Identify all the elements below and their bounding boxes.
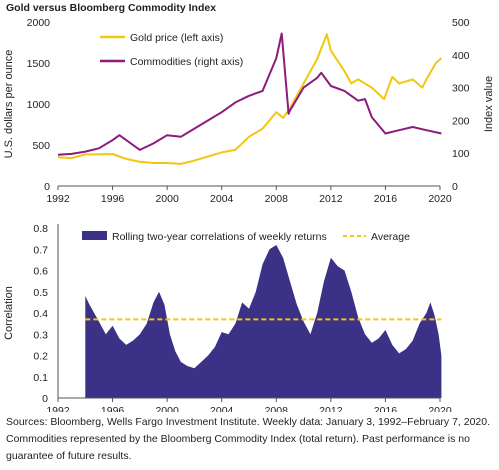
bottom-y-tick-label: 0.7 bbox=[33, 244, 48, 256]
top-x-tick-label: 2016 bbox=[374, 193, 398, 205]
bottom-y-tick-label: 0.4 bbox=[33, 308, 48, 320]
top-left-tick-label: 1500 bbox=[27, 58, 51, 70]
gold-price-line bbox=[57, 33, 443, 165]
bottom-y-tick-label: 0.6 bbox=[33, 266, 48, 278]
bottom-y-tick-label: 0.2 bbox=[33, 351, 48, 363]
bottom-x-tick-label: 1992 bbox=[46, 405, 70, 412]
legend-label: Gold price (left axis) bbox=[130, 32, 223, 44]
top-left-axis-label: U.S. dollars per ounce bbox=[3, 50, 15, 159]
top-right-tick-label: 400 bbox=[452, 50, 470, 62]
bottom-y-tick-label: 0.1 bbox=[33, 372, 48, 384]
bottom-x-tick-label: 2004 bbox=[210, 405, 234, 412]
bottom-x-tick-label: 1996 bbox=[101, 405, 125, 412]
bottom-y-tick-label: 0.8 bbox=[33, 223, 48, 235]
footnote-line-2: Commodities represented by the Bloomberg… bbox=[6, 433, 470, 445]
top-x-tick-label: 2000 bbox=[155, 193, 179, 205]
footnote: Sources: Bloomberg, Wells Fargo Investme… bbox=[6, 414, 494, 465]
top-x-tick-label: 2008 bbox=[265, 193, 289, 205]
commodities-line bbox=[57, 32, 442, 156]
chart-title: Gold versus Bloomberg Commodity Index bbox=[6, 2, 217, 14]
top-chart: 1992 1996 2000 2004 2008 2012 2016 202005001000… bbox=[3, 17, 495, 205]
top-left-tick-label: 0 bbox=[44, 181, 50, 193]
top-left-tick-label: 1000 bbox=[27, 99, 51, 111]
top-left-tick-label: 500 bbox=[32, 140, 50, 152]
legend-label: Commodities (right axis) bbox=[130, 56, 243, 68]
bottom-y-tick-label: 0.5 bbox=[33, 287, 48, 299]
bottom-y-tick-label: 0 bbox=[42, 393, 48, 405]
bottom-x-tick-label: 2008 bbox=[265, 405, 289, 412]
legend-label: Average bbox=[371, 231, 410, 243]
top-right-tick-label: 0 bbox=[452, 181, 458, 193]
footnote-line-3: guarantee of future results. bbox=[6, 450, 132, 462]
top-left-tick-label: 2000 bbox=[27, 17, 51, 29]
bottom-x-tick-label: 2016 bbox=[374, 405, 398, 412]
bottom-chart: 1992 1996 2000 2004 2008 2012 2016 2020 0 0.1 0.2 0… bbox=[3, 223, 452, 412]
legend-swatch bbox=[82, 231, 107, 240]
top-right-tick-label: 100 bbox=[452, 148, 470, 160]
top-x-tick-label: 2020 bbox=[428, 193, 452, 205]
top-right-axis-label: Index value bbox=[483, 76, 495, 132]
bottom-x-tick-label: 2012 bbox=[319, 405, 343, 412]
bottom-y-axis-label: Correlation bbox=[3, 286, 15, 340]
bottom-y-tick-label: 0.3 bbox=[33, 329, 48, 341]
legend-label: Rolling two-year correlations of weekly … bbox=[112, 231, 327, 243]
top-x-tick-label: 2004 bbox=[210, 193, 234, 205]
correlation-area bbox=[85, 245, 442, 398]
top-x-tick-label: 1996 bbox=[101, 193, 125, 205]
bottom-x-tick-label: 2000 bbox=[155, 405, 179, 412]
top-x-tick-label: 2012 bbox=[319, 193, 343, 205]
top-right-tick-label: 200 bbox=[452, 115, 470, 127]
top-right-tick-label: 500 bbox=[452, 17, 470, 29]
bottom-x-tick-label: 2020 bbox=[428, 405, 452, 412]
top-right-tick-label: 300 bbox=[452, 83, 470, 95]
footnote-line-1: Sources: Bloomberg, Wells Fargo Investme… bbox=[6, 416, 491, 428]
top-x-tick-label: 1992 bbox=[46, 193, 70, 205]
chart-canvas: 1992 1996 2000 2004 2008 2012 2016 202005001000… bbox=[3, 17, 495, 412]
